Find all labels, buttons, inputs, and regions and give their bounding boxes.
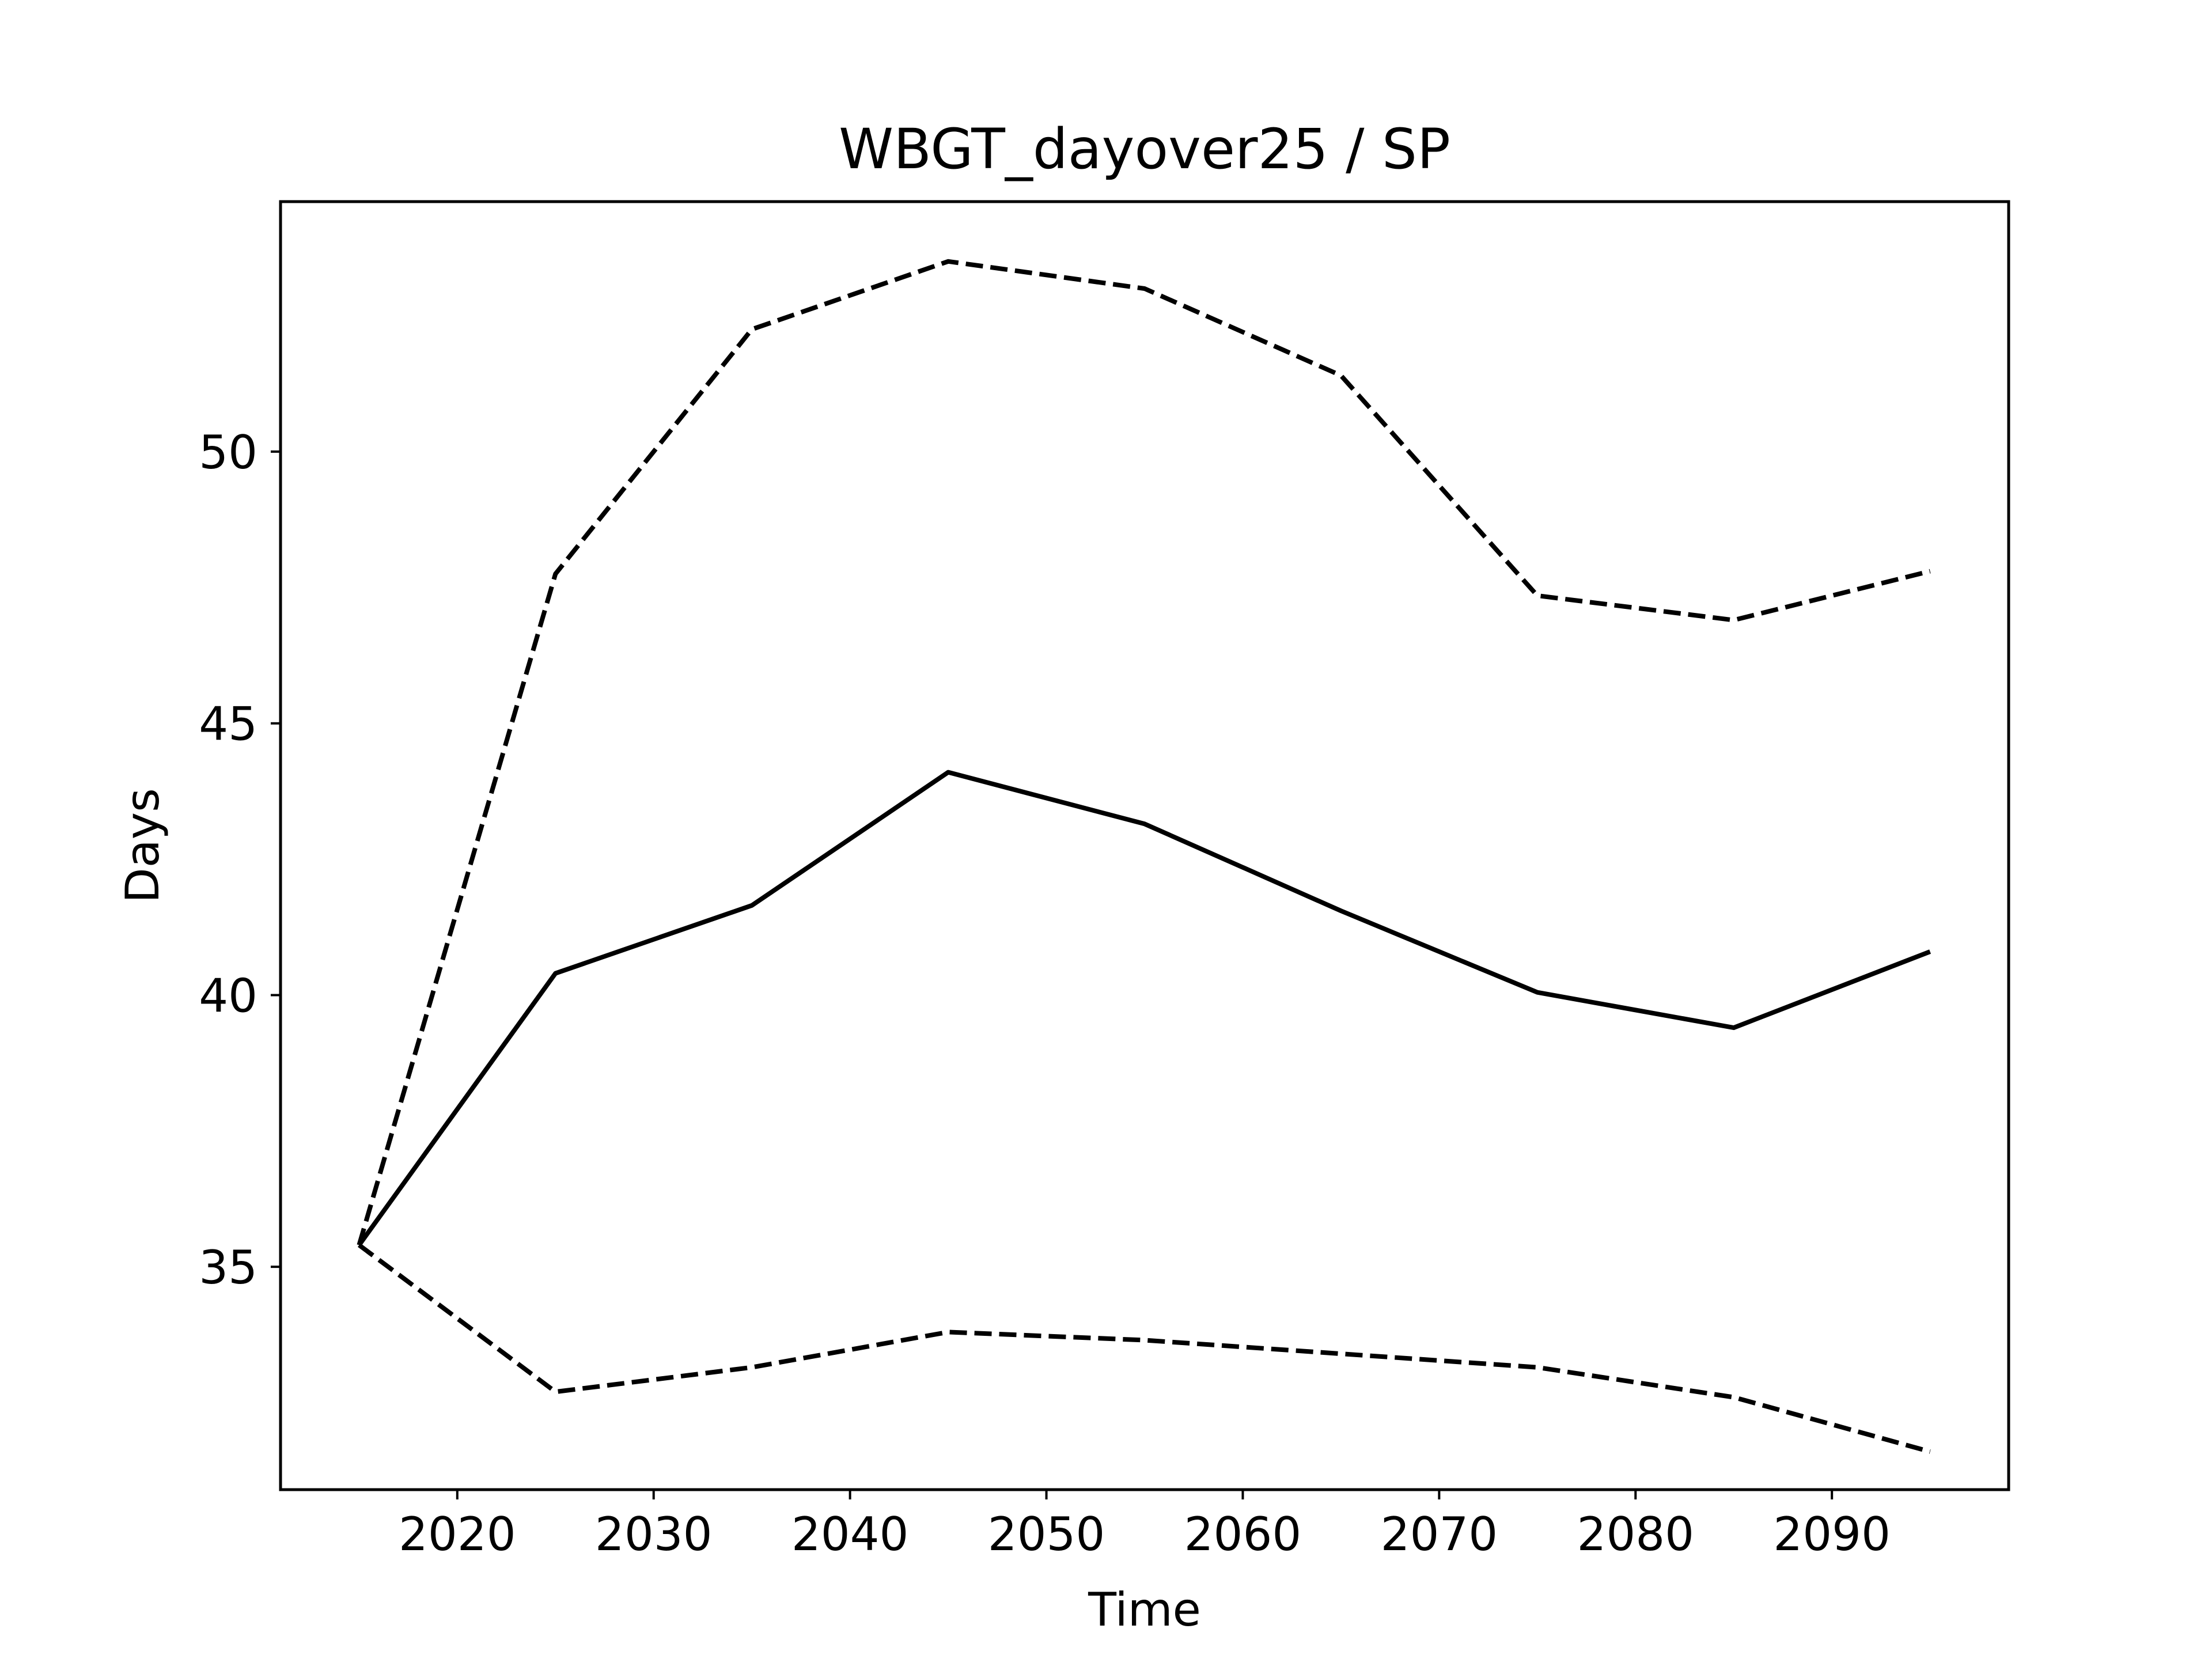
series-layer [357, 259, 1931, 1454]
dashed-series-line-2 [358, 1243, 1931, 1454]
x-tick-label-2080: 2080 [1577, 1508, 1694, 1561]
x-tick-label-2060: 2060 [1184, 1508, 1302, 1561]
x-tick-label-2070: 2070 [1381, 1508, 1498, 1561]
y-axis-label: Days [116, 788, 169, 903]
x-tick-label-2050: 2050 [988, 1508, 1105, 1561]
plot-frame [279, 200, 2010, 1491]
dashed-series-line-1 [357, 259, 1931, 1246]
solid-series-line-0 [357, 770, 1931, 1247]
y-tick-label-35: 35 [199, 1241, 257, 1294]
y-tick-label-45: 45 [199, 698, 257, 751]
chart-title: WBGT_dayover25 / SP [839, 117, 1450, 181]
y-tick-label-40: 40 [199, 969, 257, 1022]
y-axis: 35 40 45 50 [199, 426, 281, 1294]
x-tick-label-2020: 2020 [399, 1508, 516, 1561]
y-tick-label-50: 50 [199, 426, 257, 479]
x-tick-label-2090: 2090 [1773, 1508, 1891, 1561]
x-tick-label-2040: 2040 [791, 1508, 909, 1561]
x-tick-label-2030: 2030 [595, 1508, 713, 1561]
x-axis-label: Time [1088, 1583, 1201, 1637]
x-axis: 2020 2030 2040 2050 2060 2070 2080 2090 [399, 1490, 1891, 1561]
